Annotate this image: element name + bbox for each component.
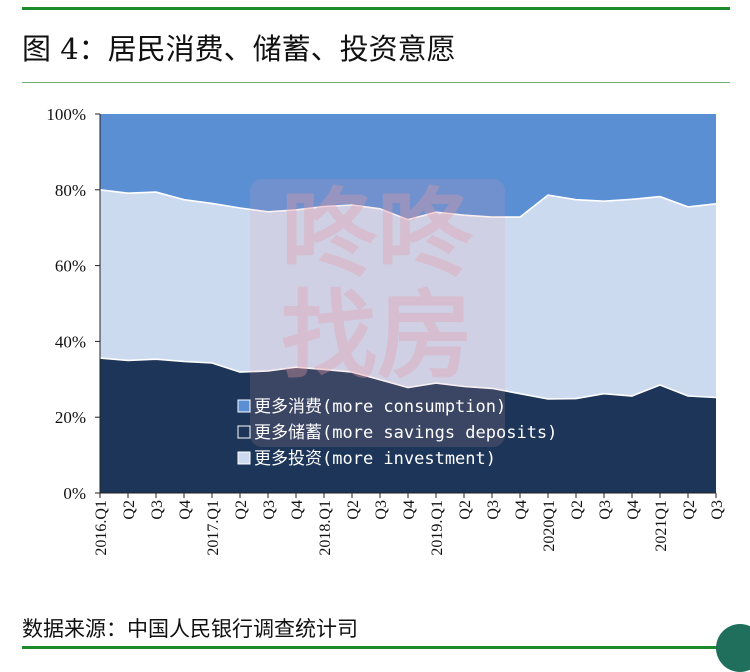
x-tick-label: Q2	[121, 500, 138, 520]
watermark-box	[250, 179, 505, 447]
x-tick-label: Q3	[709, 500, 726, 520]
legend-label-consumption: 更多消费(more consumption)	[254, 397, 506, 417]
legend-label-investment: 更多投资(more investment)	[254, 449, 496, 469]
x-tick-label: Q3	[261, 500, 278, 520]
x-tick-label: 2016.Q1	[93, 500, 110, 556]
x-tick-label: Q4	[177, 500, 194, 520]
x-tick-label: 2017.Q1	[205, 500, 222, 556]
y-tick-label: 100%	[46, 105, 86, 124]
x-tick-label: 2021Q1	[653, 500, 670, 552]
title-rule	[22, 82, 730, 83]
figure-title: 图 4：居民消费、储蓄、投资意愿	[22, 32, 456, 66]
area-savings	[100, 358, 716, 493]
area-investment	[100, 189, 716, 399]
x-tick-label: Q2	[681, 500, 698, 520]
boundary-savings	[99, 357, 717, 400]
legend-swatch-consumption	[237, 399, 251, 413]
watermark-line-1: 找房	[281, 280, 473, 392]
x-tick-label: 2020Q1	[541, 500, 558, 552]
legend-swatch-investment	[237, 451, 251, 465]
y-tick-label: 0%	[63, 484, 86, 503]
x-tick-label: Q3	[149, 500, 166, 520]
legend-label-savings: 更多储蓄(more savings deposits)	[254, 423, 557, 443]
x-tick-label: Q4	[289, 500, 306, 520]
x-tick-label: Q4	[625, 500, 642, 520]
y-tick-label: 20%	[55, 408, 86, 427]
corner-badge	[716, 624, 750, 672]
watermark-line-0: 咚咚	[281, 178, 474, 290]
top-rule	[22, 7, 730, 10]
x-tick-label: 2019.Q1	[429, 500, 446, 556]
x-tick-label: Q3	[597, 500, 614, 520]
legend-swatch-savings	[237, 425, 251, 439]
x-tick-label: Q3	[373, 500, 390, 520]
y-tick-label: 80%	[55, 181, 86, 200]
x-tick-label: Q2	[233, 500, 250, 520]
figure-source: 数据来源：中国人民银行调查统计司	[22, 617, 358, 641]
boundary-investment	[99, 189, 717, 221]
x-tick-label: Q2	[569, 500, 586, 520]
bottom-rule	[22, 646, 730, 649]
y-tick-label: 40%	[55, 332, 86, 351]
y-tick-label: 60%	[55, 257, 86, 276]
area-consumption	[100, 114, 716, 220]
x-tick-label: Q4	[401, 500, 418, 520]
x-tick-label: Q3	[485, 500, 502, 520]
x-tick-label: Q2	[345, 500, 362, 520]
x-tick-label: Q4	[513, 500, 530, 520]
x-tick-label: 2018.Q1	[317, 500, 334, 556]
x-tick-label: Q2	[457, 500, 474, 520]
